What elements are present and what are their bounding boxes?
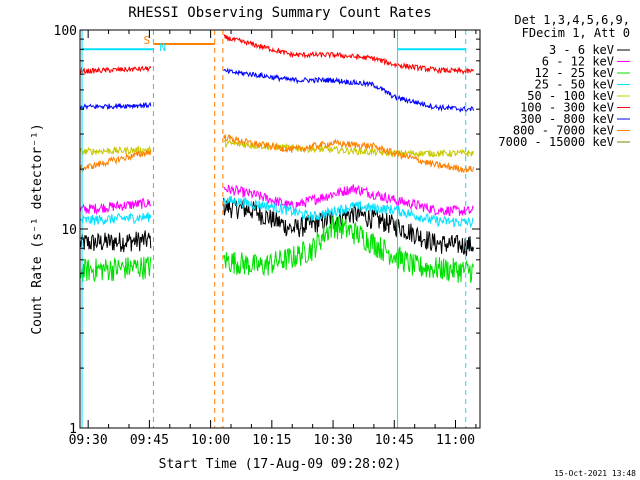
series-trace-50-100keV xyxy=(223,138,474,159)
x-tick-label: 10:00 xyxy=(191,433,230,448)
observing-flag-bars xyxy=(82,43,466,51)
x-tick-label: 09:45 xyxy=(130,433,169,448)
series-trace-3-6keV xyxy=(79,230,152,253)
series-trace-300-800keV xyxy=(223,67,474,113)
data-traces xyxy=(79,34,474,284)
x-axis-label: Start Time (17-Aug-09 09:28:02) xyxy=(159,457,402,472)
y-tick-label: 100 xyxy=(54,24,77,39)
x-tick-label: 09:30 xyxy=(69,433,108,448)
legend-label: 800 - 7000 keV xyxy=(513,124,614,138)
legend-label: 100 - 300 keV xyxy=(520,101,614,115)
legend-label: 25 - 50 keV xyxy=(535,78,614,92)
y-axis-label: Count Rate (s⁻¹ detector⁻¹) xyxy=(30,123,45,334)
footer-timestamp: 15-Oct-2021 13:48 xyxy=(554,469,636,478)
legend-label: 7000 - 15000 keV xyxy=(498,135,614,149)
x-tick-label: 11:00 xyxy=(436,433,475,448)
series-trace-100-300keV xyxy=(223,34,474,76)
legend-header-line-1: Det 1,3,4,5,6,9, xyxy=(514,13,630,27)
y-tick-label: 10 xyxy=(61,223,77,238)
legend-label: 6 - 12 keV xyxy=(542,55,614,69)
axis-ticks: 09:30 09:45 10:00 10:15 10:30 10:45 11:00 1 10 10… xyxy=(54,24,480,448)
series-trace-100-300keV xyxy=(79,65,152,76)
series-trace-3-6keV xyxy=(223,197,474,257)
series-trace-25-50keV xyxy=(223,196,474,229)
series-trace-800-7000keV xyxy=(79,149,152,173)
marker-label-N: N xyxy=(159,41,166,54)
series-trace-12-25keV xyxy=(223,216,474,284)
legend-label: 3 - 6 keV xyxy=(549,43,614,57)
legend-label: 50 - 100 keV xyxy=(527,89,614,103)
series-trace-12-25keV xyxy=(79,256,152,282)
series-trace-800-7000keV xyxy=(223,134,474,174)
series-trace-6-12keV xyxy=(79,197,152,216)
x-tick-label: 10:30 xyxy=(313,433,352,448)
legend: Det 1,3,4,5,6,9, FDecim 1, Att 0 3 - 6 k… xyxy=(498,13,630,149)
x-tick-label: 10:15 xyxy=(252,433,291,448)
chart-title: RHESSI Observing Summary Count Rates xyxy=(128,5,431,21)
series-trace-300-800keV xyxy=(79,101,152,111)
legend-label: 12 - 25 keV xyxy=(535,66,614,80)
legend-label: 300 - 800 keV xyxy=(520,112,614,126)
x-tick-label: 10:45 xyxy=(375,433,414,448)
y-tick-label: 1 xyxy=(69,422,77,437)
time-markers: SN xyxy=(81,30,467,428)
marker-label-S: S xyxy=(143,34,150,47)
legend-header-line-2: FDecim 1, Att 0 xyxy=(522,26,630,40)
series-trace-6-12keV xyxy=(223,184,474,217)
series-trace-25-50keV xyxy=(79,212,152,226)
